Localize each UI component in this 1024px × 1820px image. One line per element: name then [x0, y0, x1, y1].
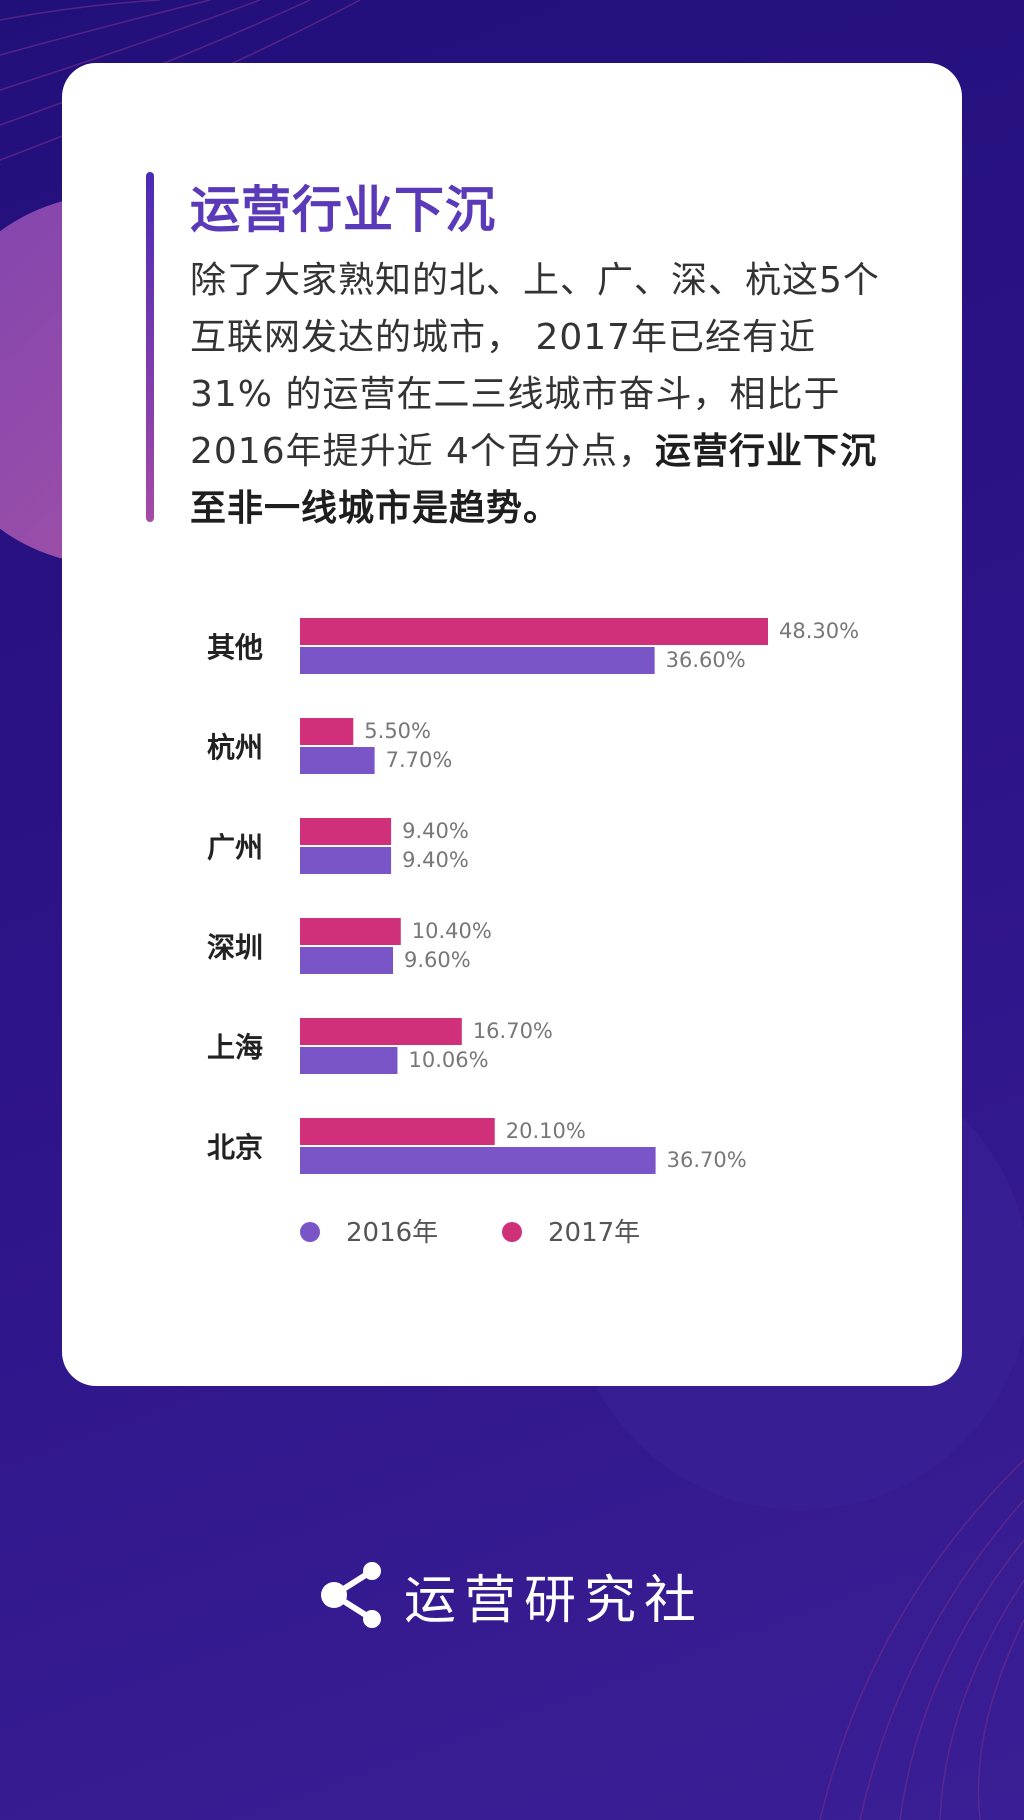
- category-label-2: 广州: [207, 831, 263, 864]
- bar-2017-2: [300, 818, 392, 845]
- bar-2017-1: [300, 718, 354, 745]
- value-label-2017-4: 16.70%: [473, 1019, 553, 1043]
- page-title: 运营行业下沉: [190, 181, 496, 239]
- footer-brand: 运营研究社: [0, 1550, 1024, 1640]
- category-label-3: 深圳: [207, 931, 263, 964]
- legend-marker-1: [502, 1222, 522, 1242]
- value-label-2016-4: 10.06%: [408, 1048, 488, 1072]
- bar-2017-3: [300, 918, 401, 945]
- value-label-2017-1: 5.50%: [364, 719, 431, 743]
- brand-name: 运营研究社: [403, 1570, 704, 1631]
- value-label-2017-5: 20.10%: [506, 1119, 586, 1143]
- bar-2017-5: [300, 1118, 495, 1145]
- legend-label-1: 2017年: [548, 1218, 640, 1248]
- bar-2017-0: [300, 618, 768, 645]
- bar-2016-1: [300, 747, 375, 774]
- value-label-2016-3: 9.60%: [404, 948, 471, 972]
- bar-2016-0: [300, 647, 655, 674]
- bar-2016-5: [300, 1147, 656, 1174]
- value-label-2017-0: 48.30%: [779, 619, 859, 643]
- intro-paragraph: 除了大家熟知的北、上、广、深、杭这5个互联网发达的城市， 2017年已经有近 3…: [190, 252, 900, 537]
- value-label-2017-3: 10.40%: [412, 919, 492, 943]
- value-label-2016-0: 36.60%: [666, 648, 746, 672]
- legend-marker-0: [300, 1222, 320, 1242]
- value-label-2017-2: 9.40%: [402, 819, 469, 843]
- bar-2016-2: [300, 847, 392, 874]
- bar-2016-4: [300, 1047, 398, 1074]
- value-label-2016-5: 36.70%: [667, 1148, 747, 1172]
- bar-2016-3: [300, 947, 394, 974]
- intro-text: 除了大家熟知的北、上、广、深、杭这5个互联网发达的城市， 2017年已经有近 3…: [190, 260, 880, 472]
- category-label-0: 其他: [207, 631, 263, 664]
- category-label-5: 北京: [207, 1131, 263, 1164]
- value-label-2016-1: 7.70%: [386, 748, 453, 772]
- bar-2017-4: [300, 1018, 462, 1045]
- category-label-4: 上海: [207, 1031, 263, 1064]
- value-label-2016-2: 9.40%: [402, 848, 469, 872]
- share-icon: [320, 1562, 381, 1628]
- heading-accent-bar: [146, 172, 154, 522]
- legend-label-0: 2016年: [346, 1218, 438, 1248]
- intro-highlight: 运营行业下沉至非一线城市是趋势。: [190, 431, 877, 529]
- category-label-1: 杭州: [207, 731, 263, 764]
